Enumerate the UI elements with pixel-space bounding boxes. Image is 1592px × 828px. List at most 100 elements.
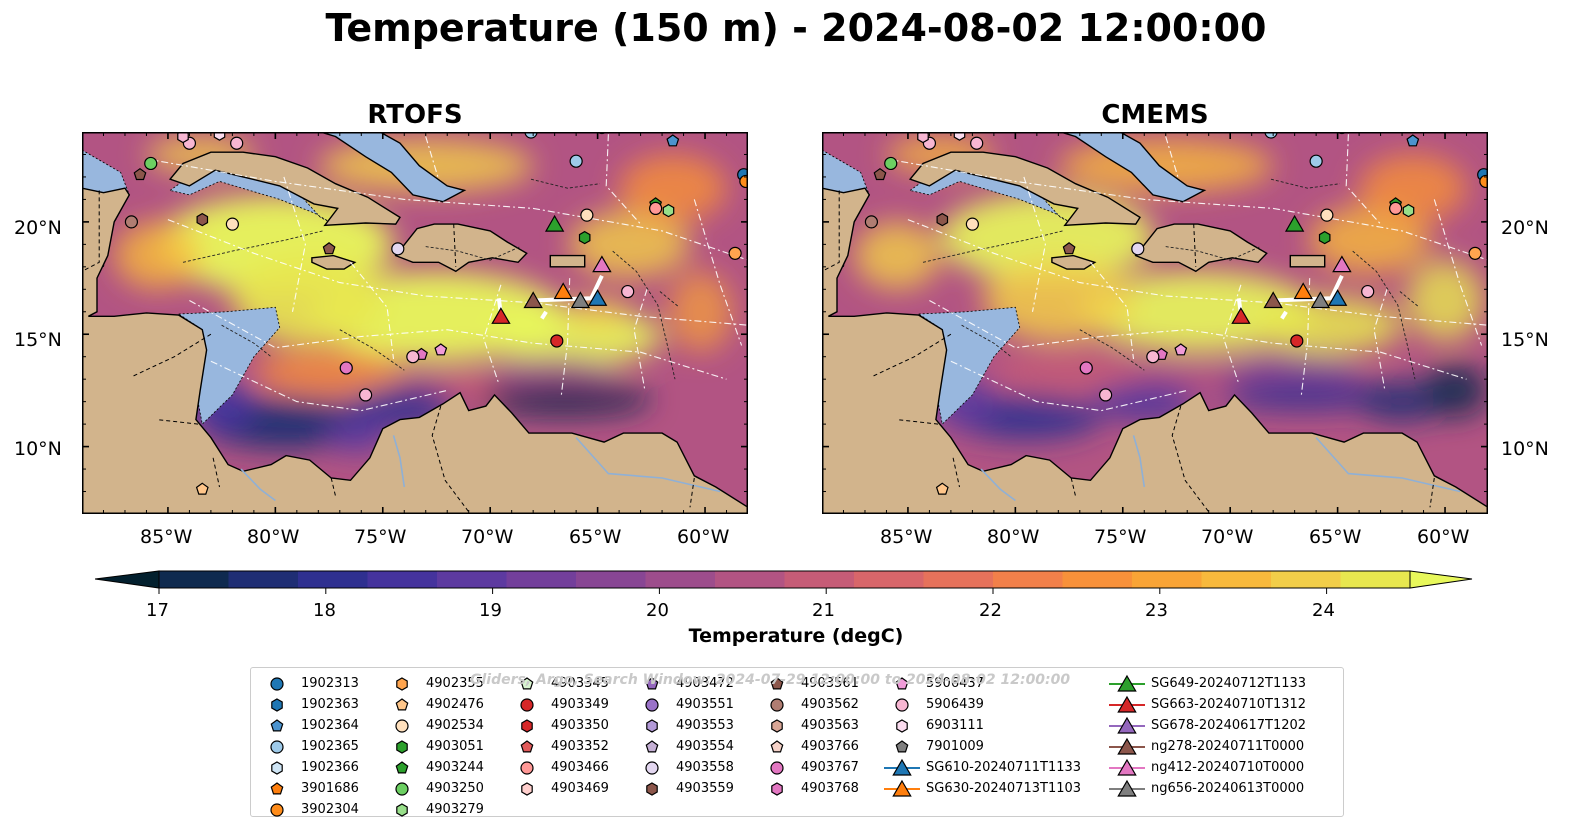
observation-marker [196, 212, 209, 227]
colorbar-extend-min [95, 570, 160, 589]
legend-marker-icon [770, 698, 784, 712]
legend-marker-icon [396, 803, 408, 817]
legend-label: ng278-20240711T0000 [1151, 739, 1305, 754]
observation-marker [570, 291, 591, 309]
legend-symbol [520, 761, 534, 775]
observation-marker [884, 156, 898, 171]
legend-symbol [521, 719, 533, 733]
land-mass [822, 187, 1488, 514]
land-mass [82, 187, 748, 514]
legend-marker-icon [521, 719, 533, 733]
river [980, 468, 1016, 502]
colorbar-segment [159, 571, 229, 588]
colorbar-segment [1340, 571, 1411, 588]
temperature-region [490, 356, 620, 393]
river [575, 437, 721, 493]
eez-boundary [886, 158, 1488, 261]
legend-marker-icon [770, 761, 784, 775]
eez-boundary [1345, 134, 1382, 225]
legend-symbol [646, 719, 658, 733]
observation-marker [406, 350, 420, 364]
legend-symbol [895, 677, 909, 690]
legend-marker-icon [895, 677, 909, 690]
legend-symbol [770, 761, 784, 775]
legend-label: 5906437 [926, 676, 984, 691]
temperature-region [1219, 379, 1392, 411]
bahamas-bank [1058, 132, 1207, 203]
lon-tick-label: 60°W [677, 526, 730, 548]
legend-triangle [1117, 695, 1137, 713]
isobath [425, 246, 521, 261]
legend-marker-icon [895, 740, 909, 753]
legend-label: 4903345 [551, 676, 609, 691]
colorbar-segment [437, 571, 507, 588]
colorbar-segment [228, 571, 299, 588]
observation-marker [550, 334, 564, 348]
map-panel-rtofs [82, 132, 748, 514]
temperature-region [993, 349, 1145, 395]
land-mass [394, 223, 528, 273]
land-mass [168, 151, 401, 227]
lon-tick-label: 85°W [140, 526, 193, 548]
temperature-region [1251, 296, 1403, 355]
observation-marker [339, 361, 353, 375]
legend-marker-icon [395, 761, 409, 774]
legend-marker-icon [771, 719, 783, 733]
legend-symbol [770, 677, 784, 690]
legend-marker-icon [770, 740, 784, 753]
temperature-region [1359, 154, 1467, 222]
legend-marker-icon [1109, 737, 1145, 755]
isobath [182, 230, 323, 263]
colorbar-segment [715, 571, 785, 588]
legend-marker-icon [1109, 758, 1145, 776]
legend-triangle [1117, 737, 1137, 755]
observation-marker [1332, 255, 1352, 273]
colorbar-tick-label: 18 [313, 600, 336, 621]
shallow-shelf [909, 160, 1074, 225]
temperature-region [983, 260, 1134, 341]
observation-marker [124, 215, 139, 229]
bahamas-bank [318, 132, 467, 203]
legend-triangle [1117, 716, 1137, 734]
legend-label: 4903250 [426, 781, 484, 796]
legend-marker-icon [270, 782, 284, 795]
observation-marker [578, 230, 591, 245]
legend-label: 4903766 [801, 739, 859, 754]
legend-label: SG663-20240710T1312 [1151, 697, 1307, 712]
legend-marker-icon [520, 740, 534, 753]
river [240, 468, 276, 502]
colorbar-segment [576, 571, 646, 588]
country-border [1429, 477, 1435, 508]
observation-marker [953, 132, 966, 141]
observation-marker [523, 291, 543, 309]
isobath [961, 324, 1012, 358]
isobath [1399, 291, 1420, 308]
eez-boundary [189, 300, 727, 380]
legend-marker-icon [520, 677, 534, 690]
legend-symbol [270, 740, 284, 754]
country-border [431, 405, 470, 513]
observation-marker [1062, 242, 1076, 255]
observation-marker [1479, 174, 1488, 189]
legend-label: 4903466 [551, 760, 609, 775]
colorbar-tick-label: 24 [1312, 600, 1335, 621]
legend-symbol [270, 803, 284, 817]
legend-symbol [270, 782, 284, 795]
temperature-region [668, 271, 733, 353]
observation-marker [225, 217, 239, 231]
isobath [922, 230, 1063, 263]
legend-triangle [1117, 674, 1137, 692]
legend-triangle [1117, 779, 1137, 797]
legend-label: 4903244 [426, 760, 484, 775]
river [392, 435, 406, 488]
legend-marker-icon [1109, 779, 1145, 797]
legend-label: 4903768 [801, 781, 859, 796]
colorbar-segment [506, 571, 577, 588]
country-border [1070, 477, 1076, 497]
observation-marker [592, 255, 612, 273]
observation-marker [1290, 334, 1304, 348]
temperature-region [1406, 260, 1484, 341]
observation-marker [144, 156, 158, 171]
observation-marker [666, 134, 680, 147]
legend-label: 4903279 [426, 802, 484, 817]
